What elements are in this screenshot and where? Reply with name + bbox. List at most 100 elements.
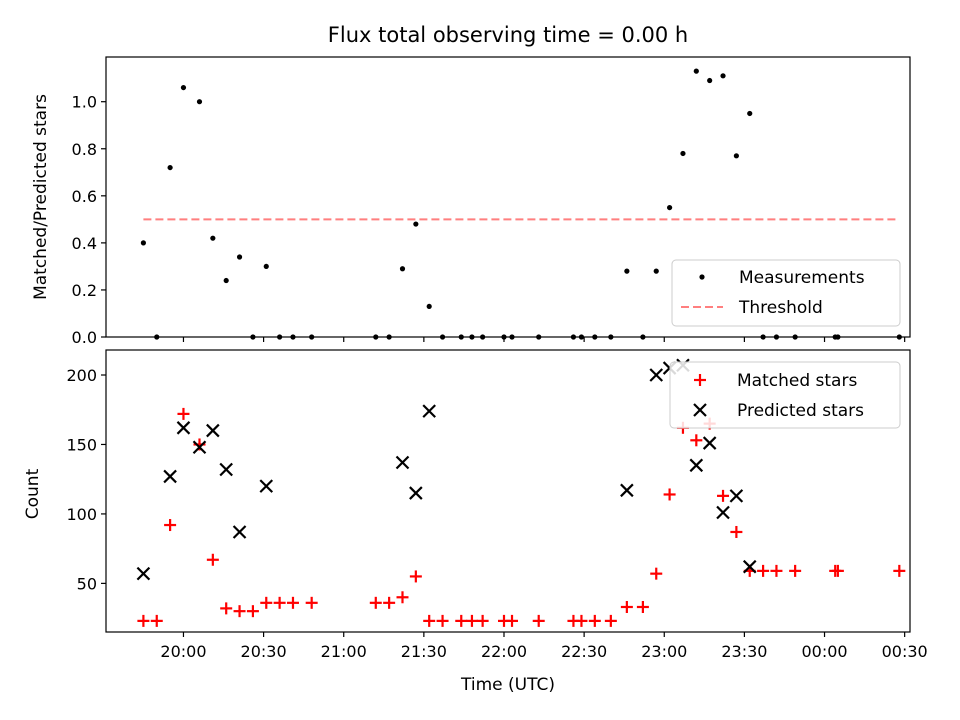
matched-star-point (164, 519, 177, 532)
legend-predicted-marker (693, 403, 707, 417)
legend-predicted-label: Predicted stars (737, 401, 864, 421)
matched-star-point (396, 591, 409, 604)
legend-measurements-label: Measurements (739, 268, 865, 288)
matched-star-point (506, 614, 519, 627)
matched-star-point (305, 596, 318, 609)
measurement-point (653, 268, 659, 274)
legend-matched-label: Matched stars (737, 371, 857, 391)
x-tick-label: 22:00 (481, 642, 527, 661)
matched-star-point (730, 525, 743, 538)
matched-star-point (246, 605, 259, 618)
x-tick-label: 20:30 (241, 642, 287, 661)
matched-star-point (650, 567, 663, 580)
legend-threshold-label: Threshold (738, 298, 823, 318)
top-x-ticks (182, 337, 906, 342)
matched-star-point (409, 570, 422, 583)
x-tick-label: 22:30 (561, 642, 607, 661)
predicted-star-point (409, 486, 423, 500)
matched-star-point (663, 488, 676, 501)
matched-star-point (604, 614, 617, 627)
predicted-star-point (649, 368, 664, 382)
matched-star-point (690, 434, 703, 447)
figure-title: Flux total observing time = 0.00 h (328, 23, 688, 47)
bottom-panel: 50 100 150 200 20:00 20:30 21:00 21:30 22:00 22:… (23, 349, 928, 695)
measurement-point (624, 268, 630, 274)
matched-star-point (206, 553, 219, 566)
top-axes-frame (105, 56, 911, 338)
x-tick-label: 21:00 (321, 642, 367, 661)
measurement-point (680, 150, 686, 157)
matched-star-point (260, 596, 273, 609)
matched-star-point (286, 596, 299, 609)
matched-star-point (757, 564, 770, 577)
bottom-y-ticks: 50 100 150 200 (66, 366, 106, 593)
x-axis-label: Time (UTC) (460, 675, 555, 695)
y-tick-label: 0.0 (72, 328, 97, 347)
measurement-point (263, 263, 269, 270)
matched-star-point (137, 614, 150, 627)
predicted-star-point (702, 436, 717, 450)
y-tick-label: 0.8 (72, 140, 97, 159)
measurement-point (167, 164, 173, 171)
measurement-point (426, 303, 432, 310)
matched-star-point (789, 564, 802, 577)
matched-star-point (532, 614, 545, 627)
matched-star-point (273, 596, 286, 609)
measurement-point (140, 240, 146, 246)
y-tick-label: 100 (66, 505, 97, 524)
matched-star-point (893, 564, 906, 577)
matched-star-point (588, 614, 601, 627)
matched-star-point (717, 489, 730, 502)
bottom-legend: Matched stars Predicted stars (669, 361, 901, 429)
matched-star-point (150, 614, 163, 627)
bottom-x-ticks: 20:00 20:30 21:00 21:30 22:00 22:30 23:00 23:30… (160, 632, 928, 661)
y-tick-label: 50 (77, 574, 97, 593)
measurement-point (180, 84, 187, 91)
x-tick-label: 21:30 (401, 642, 447, 661)
y-tick-label: 1.0 (72, 93, 97, 112)
predicted-star-point (219, 462, 233, 477)
bottom-y-axis-label: Count (23, 468, 43, 519)
matched-star-point (233, 605, 246, 618)
matched-star-point (831, 564, 844, 577)
x-tick-label: 00:00 (801, 642, 847, 661)
matched-star-point (177, 407, 190, 420)
top-y-ticks: 0.0 0.2 0.4 0.6 0.8 1.0 (72, 93, 106, 347)
x-tick-label: 20:00 (160, 642, 206, 661)
measurement-point (413, 221, 419, 227)
measurement-point (707, 77, 713, 84)
predicted-star-point (729, 489, 744, 503)
top-y-axis-label: Matched/Predicted stars (31, 94, 51, 300)
y-tick-label: 0.6 (72, 187, 97, 206)
predicted-star-point (232, 525, 247, 539)
y-tick-label: 0.4 (72, 234, 97, 253)
predicted-star-point (742, 559, 757, 574)
matched-star-point (383, 596, 396, 609)
top-plot-area (140, 68, 902, 340)
matched-star-point (465, 614, 478, 627)
y-tick-label: 150 (66, 435, 97, 454)
x-tick-label: 00:30 (882, 642, 928, 661)
matched-star-point (636, 600, 649, 613)
matched-star-point (423, 614, 436, 627)
measurement-point (667, 204, 673, 211)
legend-matched-marker (694, 374, 706, 386)
bottom-plot-area (136, 358, 906, 627)
measurement-point (399, 266, 406, 272)
matched-star-point (770, 564, 783, 577)
measurement-point (747, 110, 753, 117)
measurement-point (223, 277, 229, 284)
matched-star-point (476, 614, 489, 627)
x-tick-label: 23:30 (721, 642, 767, 661)
x-tick-label: 23:00 (641, 642, 687, 661)
measurement-point (236, 254, 243, 260)
matched-star-point (220, 602, 233, 615)
matched-star-point (369, 596, 382, 609)
matched-star-point (620, 600, 633, 613)
predicted-star-point (422, 404, 436, 418)
predicted-star-point (259, 479, 274, 493)
predicted-star-point (395, 455, 410, 470)
predicted-star-point (163, 469, 177, 484)
matched-star-point (436, 614, 449, 627)
